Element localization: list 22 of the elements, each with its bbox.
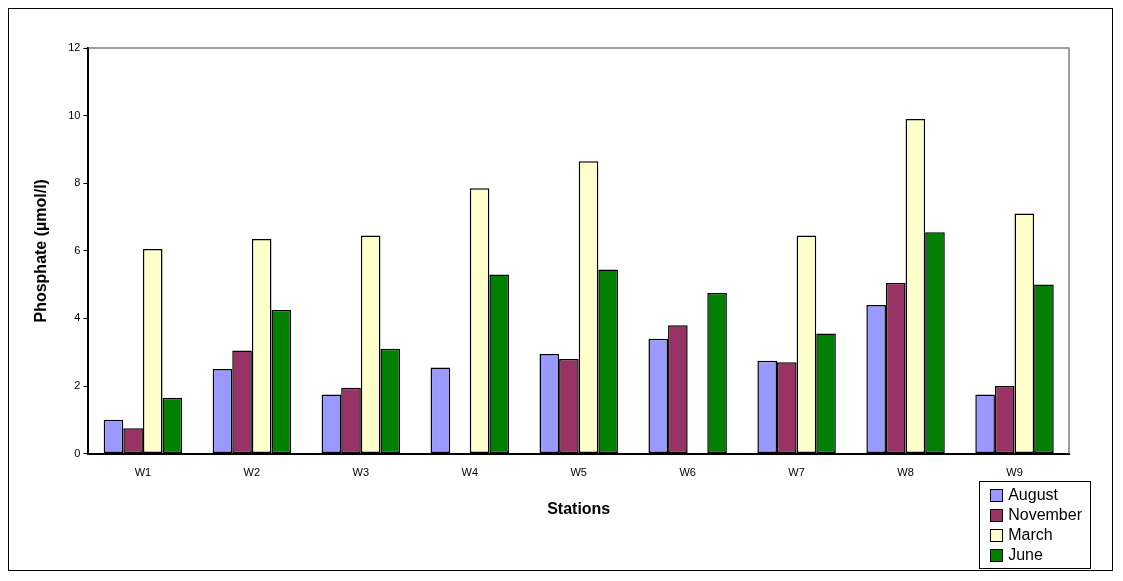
y-tick-label: 0 [74,446,81,459]
x-axis-title: Stations [547,499,611,517]
y-tick-label: 10 [68,108,81,121]
y-axis-title: Phosphate (µmol/l) [32,179,50,323]
x-tick-label: W8 [897,466,914,479]
x-tick-label: W7 [788,466,805,479]
y-tick-label: 8 [74,176,81,189]
y-tick-label: 12 [68,41,81,54]
x-tick-label: W4 [461,466,479,479]
legend-label: November [1008,505,1082,525]
legend-label: August [1008,485,1058,505]
y-tick-label: 6 [74,243,81,256]
x-tick-label: W1 [134,466,152,479]
x-tick-label: W3 [352,466,370,479]
legend-label: March [1008,525,1053,545]
x-tick-label: W9 [1006,466,1023,479]
y-tick-label: 4 [74,311,81,324]
legend-label: June [1008,545,1043,565]
x-tick-label: W2 [243,466,261,479]
y-tick-label: 2 [74,379,81,392]
x-tick-label: W6 [679,466,696,479]
x-tick-label: W5 [570,466,587,479]
